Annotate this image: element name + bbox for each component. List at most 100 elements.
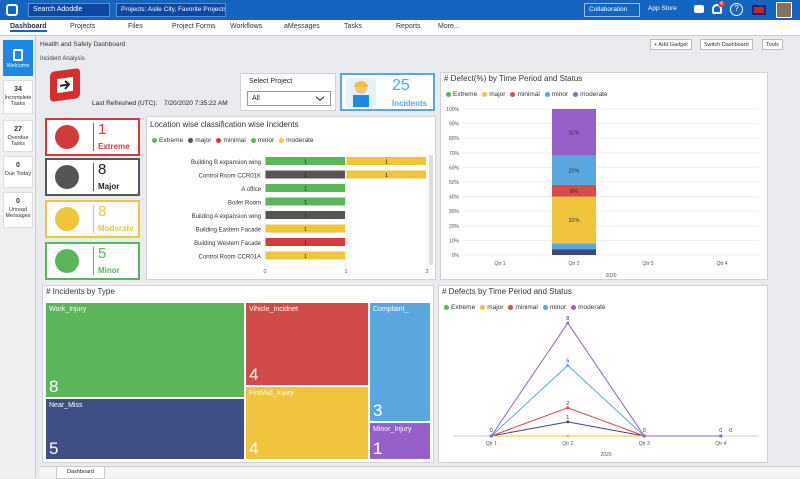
data-point[interactable] (719, 434, 723, 438)
nav-tab-5[interactable]: aMessages (284, 23, 320, 30)
tools-button[interactable]: Tools (762, 39, 783, 50)
legend-dot (510, 91, 516, 97)
treemap-tile[interactable]: FirstAid_Injury 4 (245, 386, 369, 460)
nav-tab-8[interactable]: More... (438, 23, 460, 30)
page-title: Health and Safety Dashboard (40, 41, 126, 48)
legend-label[interactable]: Extreme (159, 137, 184, 144)
kpi-card-major[interactable]: 8 Major (45, 158, 140, 196)
sidebar-item-1[interactable]: 34 Incomplete Tasks (3, 80, 33, 114)
location-bar[interactable] (265, 238, 345, 246)
data-point[interactable] (566, 363, 570, 367)
switch-dashboard-button[interactable]: Switch Dashboard (700, 39, 753, 50)
app-logo-icon[interactable] (6, 4, 18, 16)
nav-tab-1[interactable]: Projects (70, 23, 96, 30)
legend-label[interactable]: minimal (517, 91, 540, 98)
nav-tab-7[interactable]: Reports (396, 23, 421, 30)
data-point[interactable] (642, 434, 646, 438)
series-line-minor[interactable] (490, 364, 721, 437)
treemap-tile[interactable]: Vihicle_Incidnet 4 (245, 302, 369, 386)
footer-tab-dashboard[interactable]: Dashboard (56, 467, 105, 479)
uk-flag-icon[interactable] (752, 5, 766, 15)
legend-label[interactable]: major (487, 304, 504, 311)
stack-segment[interactable] (552, 155, 596, 185)
tile-value: 4 (249, 439, 259, 458)
projects-dropdown[interactable]: Projects: Asile City, Favorite Projects (116, 3, 226, 17)
data-point[interactable] (566, 434, 570, 438)
location-bar[interactable] (265, 170, 345, 179)
app-store-link[interactable]: App Store (648, 5, 677, 12)
treemap-tile[interactable]: Work_Injury 8 (45, 302, 245, 398)
nav-tab-2[interactable]: Files (128, 23, 143, 30)
nav-tab-3[interactable]: Project Forms (172, 23, 216, 30)
legend-label[interactable]: Extreme (451, 304, 476, 311)
legend-label[interactable]: major (489, 91, 506, 98)
stack-segment[interactable] (552, 184, 596, 197)
bell-icon[interactable] (712, 4, 722, 14)
series-line-extreme[interactable] (491, 421, 721, 437)
legend-label[interactable]: minor (257, 137, 275, 144)
legend-label[interactable]: Extreme (453, 91, 478, 98)
legend-label[interactable]: major (195, 137, 212, 144)
sidebar-item-2[interactable]: 27 Overdue Tasks (3, 120, 33, 152)
location-bar[interactable] (265, 211, 345, 219)
nav-tab-6[interactable]: Tasks (344, 23, 362, 30)
location-bar[interactable] (346, 170, 426, 179)
sidebar-item-0[interactable]: Welcome (3, 40, 33, 76)
stack-segment[interactable] (552, 196, 596, 244)
legend-label[interactable]: moderate (578, 304, 606, 311)
legend-label[interactable]: moderate (286, 137, 314, 144)
location-bar[interactable] (265, 184, 345, 192)
avatar[interactable] (776, 2, 792, 18)
y-tick-label: 10% (449, 238, 460, 244)
sidebar-item-4[interactable]: 0 Unread Messages (3, 192, 33, 228)
series-line-moderate[interactable] (490, 322, 721, 437)
kpi-card-moderate[interactable]: 8 Moderate (45, 200, 140, 238)
bar-value-label: 1 (385, 173, 388, 179)
treemap-tile[interactable]: Near_Miss 5 (45, 398, 245, 460)
scrollbar[interactable] (429, 155, 433, 265)
stack-segment[interactable] (552, 243, 596, 250)
nav-tab-0[interactable]: Dashboard (10, 23, 47, 32)
stack-segment[interactable] (552, 249, 596, 255)
sidebar-label: Due Today (4, 171, 32, 177)
data-point[interactable] (566, 420, 570, 424)
legend-label[interactable]: minimal (223, 137, 246, 144)
location-bar[interactable] (265, 251, 345, 260)
treemap-tile[interactable]: Minor_Injury 1 (369, 422, 431, 460)
help-icon[interactable]: ? (730, 3, 743, 16)
legend-label[interactable]: minimal (515, 304, 538, 311)
data-point[interactable] (489, 434, 493, 438)
search-input[interactable]: Search Adoddle (28, 3, 110, 17)
y-tick-label: 40% (449, 195, 460, 201)
location-label: A office (241, 187, 261, 193)
legend-label[interactable]: minor (551, 91, 569, 98)
bar-value-label: 1 (304, 254, 307, 260)
location-chart-title: Location wise classification wise Incide… (150, 120, 299, 129)
sidebar-label: Unread Messages (5, 207, 31, 219)
series-line-minimal[interactable] (491, 407, 721, 437)
stack-segment[interactable] (552, 109, 596, 156)
sidebar-item-3[interactable]: 0 Due Today (3, 156, 33, 188)
location-bar[interactable] (265, 224, 345, 233)
legend-label[interactable]: minor (549, 304, 567, 311)
collaboration-button[interactable]: Collaboration (584, 3, 640, 17)
y-tick-label: 20% (449, 224, 460, 230)
data-point[interactable] (566, 321, 570, 325)
location-bar[interactable] (265, 157, 345, 165)
location-bar[interactable] (346, 157, 426, 165)
treemap-tile[interactable]: Complaint_ 3 (369, 302, 431, 422)
severity-circle-icon (55, 165, 79, 189)
add-gadget-button[interactable]: + Add Gadget (650, 39, 692, 50)
video-icon[interactable] (694, 5, 704, 13)
kpi-card-extreme[interactable]: 1 Extreme (45, 118, 140, 156)
kpi-card-minor[interactable]: 5 Minor (45, 242, 140, 280)
project-select[interactable]: All (247, 91, 331, 106)
x-tick-label: Qtr 2 (562, 441, 573, 447)
select-project-label: Select Project (249, 78, 293, 85)
location-label: Building A expansion wing (192, 214, 261, 220)
location-bar[interactable] (265, 197, 345, 206)
data-point[interactable] (566, 406, 570, 410)
legend-label[interactable]: moderate (580, 91, 608, 98)
legend-dot (544, 91, 550, 97)
nav-tab-4[interactable]: Workflows (230, 23, 263, 30)
